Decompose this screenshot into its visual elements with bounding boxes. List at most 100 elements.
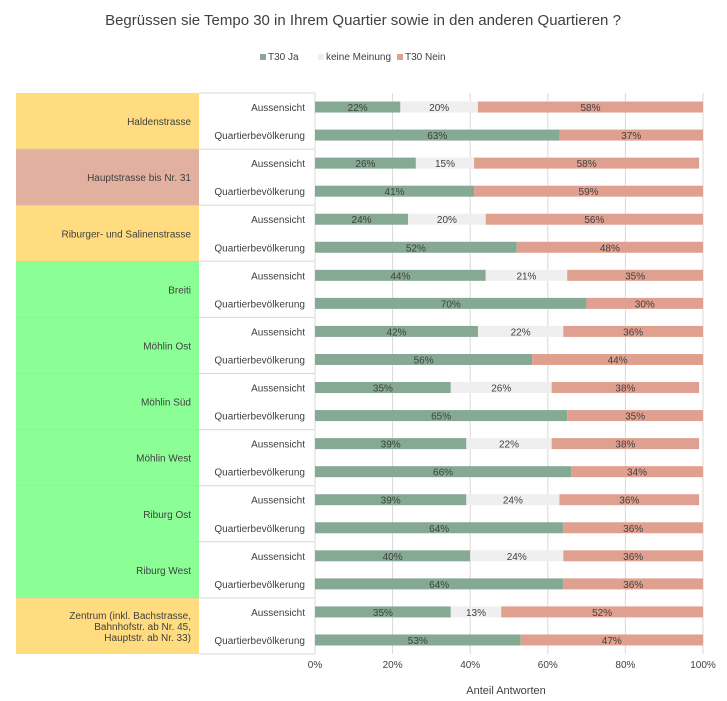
data-label: 39% [381, 496, 401, 507]
row-label: Aussensicht [251, 327, 305, 338]
data-label: 38% [615, 440, 635, 451]
data-label: 35% [373, 608, 393, 619]
row-label: Aussensicht [251, 215, 305, 226]
group-label-1: Hauptstrasse bis Nr. 31 [87, 173, 191, 184]
row-label: Aussensicht [251, 271, 305, 282]
data-label: 24% [352, 215, 372, 226]
data-label: 24% [503, 496, 523, 507]
bar-segment-t30-ja [315, 325, 478, 337]
bar-segment-keine-meinung [408, 213, 486, 225]
x-axis-title: Anteil Antworten [466, 685, 546, 697]
row-label: Aussensicht [251, 159, 305, 170]
x-tick-label: 60% [538, 660, 558, 671]
bar-segment-t30-nein [571, 466, 703, 478]
bar-segment-t30-ja [315, 466, 572, 478]
data-label: 36% [623, 580, 643, 591]
group-band-3 [16, 261, 199, 318]
data-label: 64% [429, 524, 449, 535]
x-tick-label: 20% [383, 660, 403, 671]
data-label: 39% [381, 440, 401, 451]
data-label: 13% [466, 608, 486, 619]
group-band-5 [16, 373, 199, 430]
row-label: Quartierbevölkerung [214, 355, 305, 366]
bar-segment-t30-nein [551, 382, 700, 394]
bar-segment-t30-ja [315, 410, 568, 422]
legend-swatch-2 [397, 54, 403, 60]
bar-segment-t30-nein [485, 213, 703, 225]
group-label-bands: Haldenstrasse Hauptstrasse bis Nr. 31 Ribu… [16, 92, 315, 655]
bar-segment-keine-meinung [477, 325, 564, 337]
data-label: 20% [429, 103, 449, 114]
bar-segment-t30-ja [315, 494, 467, 506]
bar-segment-t30-nein [586, 297, 703, 309]
bar-segment-t30-nein [477, 101, 703, 113]
row-label: Quartierbevölkerung [214, 243, 305, 254]
row-label: Aussensicht [251, 440, 305, 451]
bar-segment-t30-nein [563, 578, 703, 590]
legend: T30 Ja keine Meinung T30 Nein [260, 52, 446, 63]
group-band-7 [16, 485, 199, 542]
bar-segment-t30-nein [567, 269, 703, 281]
data-label: 35% [373, 384, 393, 395]
legend-label-2: T30 Nein [405, 52, 446, 63]
data-label: 53% [408, 636, 428, 647]
row-label: Quartierbevölkerung [214, 187, 305, 198]
data-label: 48% [600, 243, 620, 254]
row-labels: Aussensicht Quartierbevölkerung Aussensich… [214, 103, 305, 647]
group-band-6 [16, 429, 199, 486]
data-label: 34% [627, 468, 647, 479]
bar-segment-t30-nein [520, 634, 703, 646]
data-label: 59% [579, 187, 599, 198]
row-label: Aussensicht [251, 608, 305, 619]
row-label: Aussensicht [251, 496, 305, 507]
bar-segment-t30-ja [315, 634, 521, 646]
bar-segment-t30-nein [501, 606, 703, 618]
x-tick-label: 80% [615, 660, 635, 671]
legend-swatch-1 [318, 54, 324, 60]
data-label: 21% [516, 271, 536, 282]
data-label: 40% [383, 552, 403, 563]
data-label: 38% [615, 384, 635, 395]
bar-segment-t30-ja [315, 606, 451, 618]
row-label: Aussensicht [251, 103, 305, 114]
row-label: Quartierbevölkerung [214, 524, 305, 535]
data-label: 36% [623, 552, 643, 563]
row-label: Quartierbevölkerung [214, 412, 305, 423]
data-label: 26% [491, 384, 511, 395]
bar-segment-keine-meinung [466, 438, 552, 450]
group-label-6: Möhlin West [136, 454, 191, 465]
bar-segment-keine-meinung [485, 269, 568, 281]
data-label: 42% [386, 327, 406, 338]
group-label-0: Haldenstrasse [127, 117, 191, 128]
bar-segment-t30-ja [315, 157, 416, 169]
data-label: 26% [355, 159, 375, 170]
bar-segment-t30-nein [474, 157, 700, 169]
data-label: 44% [608, 355, 628, 366]
group-label-3: Breiti [168, 285, 191, 296]
bar-segment-t30-ja [315, 241, 517, 253]
legend-swatch-0 [260, 54, 266, 60]
group-band-2 [16, 205, 199, 262]
data-label: 37% [621, 131, 641, 142]
group-label-8: Riburg West [136, 566, 191, 577]
data-label: 35% [625, 271, 645, 282]
group-band-8 [16, 541, 199, 598]
x-tick-label: 40% [460, 660, 480, 671]
group-label-4: Möhlin Ost [143, 341, 191, 352]
data-label: 30% [635, 299, 655, 310]
x-axis-ticks: 0% 20% 40% 60% 80% 100% [308, 660, 716, 671]
data-label: 24% [507, 552, 527, 563]
data-label: 44% [390, 271, 410, 282]
row-label: Quartierbevölkerung [214, 299, 305, 310]
row-label: Quartierbevölkerung [214, 131, 305, 142]
bar-segment-keine-meinung [400, 101, 478, 113]
bar-segment-t30-ja [315, 438, 467, 450]
data-label: 65% [431, 412, 451, 423]
data-label: 70% [441, 299, 461, 310]
bar-segment-t30-nein [551, 438, 700, 450]
bar-segment-t30-nein [563, 325, 703, 337]
bar-segment-t30-nein [559, 494, 700, 506]
data-label: 58% [577, 159, 597, 170]
bar-segment-keine-meinung [470, 550, 564, 562]
group-band-4 [16, 317, 199, 374]
